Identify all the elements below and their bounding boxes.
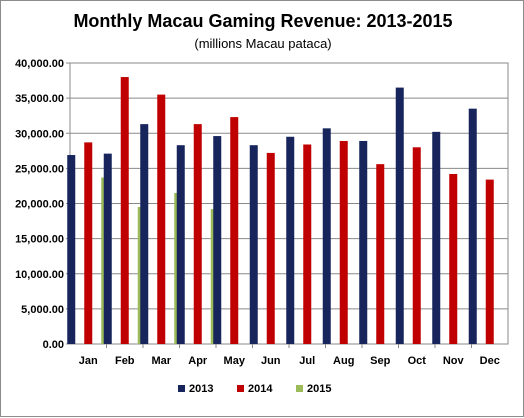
chart-subtitle: (millions Macau pataca) — [194, 36, 332, 51]
bar-2014-feb — [120, 77, 129, 345]
legend-label-2015: 2015 — [307, 383, 331, 395]
bar-2013-nov — [432, 131, 441, 344]
bar-2014-sep — [376, 164, 385, 344]
y-tick-label: 10,000.00 — [15, 269, 64, 281]
bar-2014-aug — [339, 140, 348, 344]
bar-2014-mar — [157, 94, 166, 344]
bar-2014-may — [230, 117, 239, 344]
legend-swatch-2013 — [178, 385, 185, 392]
bar-2013-may — [213, 136, 222, 344]
x-tick-label: Apr — [188, 355, 208, 367]
y-tick-label: 40,000.00 — [15, 58, 64, 70]
bar-2014-nov — [449, 173, 458, 344]
legend-label-2013: 2013 — [189, 383, 213, 395]
x-tick-label: Oct — [408, 355, 427, 367]
x-tick-label: May — [224, 355, 246, 367]
legend-swatch-2014 — [237, 385, 244, 392]
bar-2014-jun — [266, 152, 275, 344]
bar-2014-dec — [485, 179, 494, 344]
x-tick-label: Jun — [261, 355, 281, 367]
x-tick-label: Aug — [333, 355, 354, 367]
legend-label-2014: 2014 — [248, 383, 273, 395]
y-tick-label: 5,000.00 — [21, 304, 64, 316]
x-tick-label: Dec — [480, 355, 500, 367]
bar-2013-apr — [176, 145, 185, 344]
chart-title: Monthly Macau Gaming Revenue: 2013-2015 — [73, 11, 453, 31]
x-tick-label: Nov — [443, 355, 465, 367]
bar-2013-dec — [468, 108, 477, 344]
legend-swatch-2015 — [296, 385, 303, 392]
bar-2014-apr — [193, 124, 202, 345]
x-tick-label: Sep — [370, 355, 390, 367]
y-tick-label: 25,000.00 — [15, 163, 64, 175]
y-tick-label: 35,000.00 — [15, 93, 64, 105]
y-tick-label: 15,000.00 — [15, 234, 64, 246]
y-tick-label: 20,000.00 — [15, 199, 64, 211]
bar-2013-feb — [103, 153, 112, 344]
x-tick-label: Jul — [299, 355, 315, 367]
bar-2013-jul — [286, 136, 295, 344]
y-tick-label: 0.00 — [43, 339, 64, 351]
x-tick-label: Mar — [151, 355, 171, 367]
bar-2013-jan — [67, 155, 76, 344]
bar-2014-oct — [412, 147, 421, 344]
bar-2013-mar — [140, 124, 149, 345]
bar-2014-jan — [84, 142, 93, 344]
bar-2013-jun — [249, 145, 258, 344]
bar-2014-jul — [303, 144, 312, 344]
y-tick-label: 30,000.00 — [15, 128, 64, 140]
bar-2013-aug — [322, 128, 331, 344]
x-tick-label: Feb — [115, 355, 135, 367]
bar-2013-sep — [359, 140, 368, 344]
bar-2013-oct — [395, 87, 404, 345]
x-tick-label: Jan — [79, 355, 98, 367]
